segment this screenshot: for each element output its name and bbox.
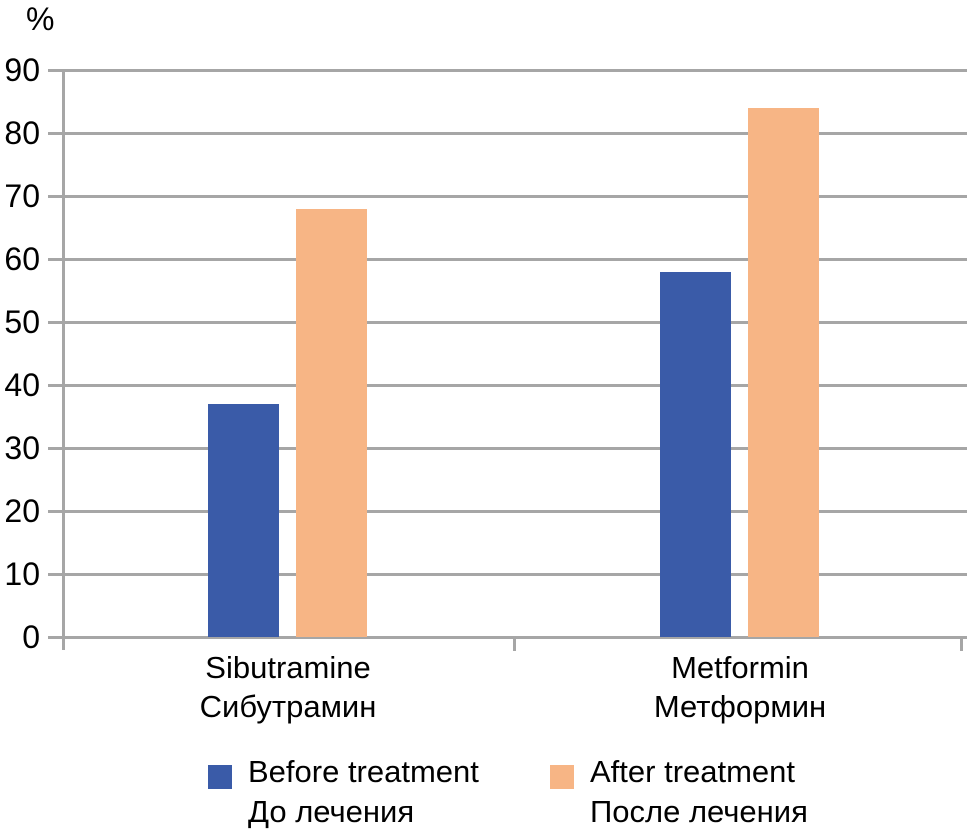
y-axis-line xyxy=(62,70,65,650)
gridline xyxy=(48,635,967,639)
y-tick-label: 20 xyxy=(4,493,40,529)
y-tick-label: 30 xyxy=(4,430,40,466)
category-label-ru: Сибутрамин xyxy=(199,689,377,724)
y-tick-label: 40 xyxy=(4,367,40,403)
y-tick-label: 60 xyxy=(4,241,40,277)
gridline xyxy=(48,572,967,576)
legend-label-en: After treatment xyxy=(590,754,796,789)
legend-label-ru: До лечения xyxy=(248,794,415,829)
legend-swatch-before-treatment xyxy=(208,765,232,789)
y-tick-label: 80 xyxy=(4,115,40,151)
legend-label-ru: После лечения xyxy=(590,794,808,829)
legend: Before treatment До лечения After treatm… xyxy=(0,752,967,837)
gridline xyxy=(48,320,967,324)
category-label-en: Metformin xyxy=(671,650,809,685)
bar-before-treatment-metformin xyxy=(660,271,731,637)
gridline xyxy=(48,509,967,513)
gridline xyxy=(48,383,967,387)
y-tick-label: 90 xyxy=(4,52,40,88)
y-tick-label: 10 xyxy=(4,556,40,592)
gridline xyxy=(48,446,967,450)
y-tick-label: 50 xyxy=(4,304,40,340)
category-axis-tick xyxy=(960,637,963,651)
legend-item-after-treatment: After treatment После лечения xyxy=(550,752,808,832)
category-label-ru: Метформин xyxy=(653,689,827,724)
gridline xyxy=(48,194,967,198)
legend-swatch-after-treatment xyxy=(550,765,574,789)
plot-area xyxy=(48,68,967,651)
legend-label-before-treatment: Before treatment До лечения xyxy=(248,752,479,832)
legend-label-after-treatment: After treatment После лечения xyxy=(590,752,808,832)
bar-after-treatment-sibutramine xyxy=(296,208,367,637)
gridline xyxy=(48,131,967,135)
bar-after-treatment-metformin xyxy=(748,107,819,637)
legend-item-before-treatment: Before treatment До лечения xyxy=(208,752,479,832)
legend-label-en: Before treatment xyxy=(248,754,479,789)
category-label-sibutramine: Sibutramine Сибутрамин xyxy=(128,648,448,726)
y-tick-label: 70 xyxy=(4,178,40,214)
gridline xyxy=(48,68,967,72)
y-tick-label: 0 xyxy=(22,619,40,655)
category-label-en: Sibutramine xyxy=(205,650,371,685)
gridline xyxy=(48,257,967,261)
bar-before-treatment-sibutramine xyxy=(208,403,279,637)
y-axis-unit-label: % xyxy=(26,1,55,37)
category-label-metformin: Metformin Метформин xyxy=(580,648,900,726)
category-axis-tick xyxy=(513,637,516,651)
